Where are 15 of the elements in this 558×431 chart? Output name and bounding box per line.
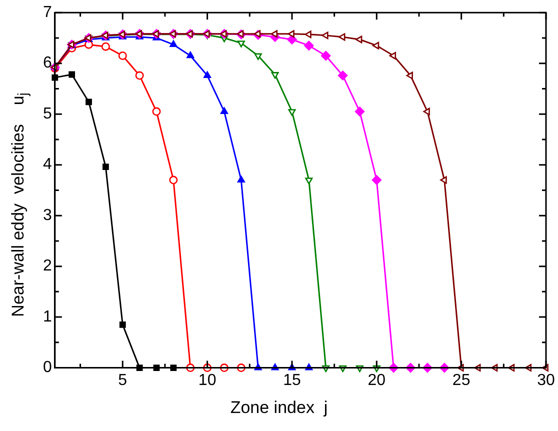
x-tick-label: 30 <box>537 372 555 389</box>
x-tick-label: 15 <box>283 372 301 389</box>
x-tick-label: 20 <box>368 372 386 389</box>
x-tick-label: 5 <box>118 372 128 389</box>
y-tick-label: 5 <box>42 105 52 122</box>
y-tick-label: 6 <box>42 54 52 72</box>
y-tick-label: 2 <box>42 258 52 275</box>
x-tick-label: 10 <box>198 372 216 389</box>
x-tick-label: 25 <box>452 372 470 389</box>
y-tick-label: 0 <box>42 359 52 376</box>
y-tick-label: 7 <box>42 4 52 22</box>
x-axis-title: Zone index j <box>229 398 329 418</box>
y-tick-label: 4 <box>42 156 52 174</box>
y-tick-label: 1 <box>42 308 52 326</box>
y-tick-label: 3 <box>42 206 52 224</box>
